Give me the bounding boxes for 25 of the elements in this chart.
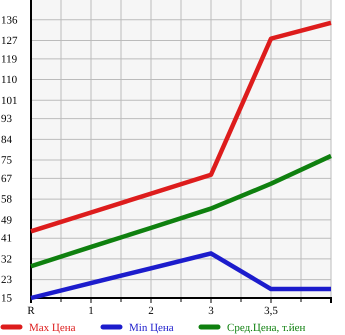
y-tick-label: 101 <box>1 94 18 107</box>
legend-label: Сред.Цена, т.йен <box>227 322 306 334</box>
y-tick-label: 23 <box>1 274 12 286</box>
y-tick-label: 84 <box>1 134 12 146</box>
y-tick-label: 41 <box>1 232 12 245</box>
x-tick-label: 2 <box>148 304 154 317</box>
y-tick-label: 49 <box>1 214 12 226</box>
y-tick-label: 75 <box>1 154 12 167</box>
legend-label: Max Цена <box>29 322 76 334</box>
y-tick-label: 136 <box>1 14 18 26</box>
y-tick-label: 93 <box>1 113 12 126</box>
line-series <box>28 154 334 269</box>
y-tick-label: 32 <box>1 253 12 266</box>
y-tick-label: 15 <box>1 292 12 305</box>
line-series <box>28 20 334 234</box>
x-tick-label: 3 <box>208 304 214 317</box>
y-tick-label: 127 <box>1 34 18 47</box>
y-tick-label: 119 <box>1 53 18 66</box>
y-tick-label: 67 <box>1 172 12 185</box>
x-tick-label: 3,5 <box>264 304 278 317</box>
x-tick-label: 1 <box>88 304 94 317</box>
x-tick-label: R <box>27 304 36 317</box>
legend-label: Min Цена <box>129 322 174 334</box>
y-tick-label: 58 <box>1 194 12 206</box>
y-tick-label: 110 <box>1 74 18 86</box>
